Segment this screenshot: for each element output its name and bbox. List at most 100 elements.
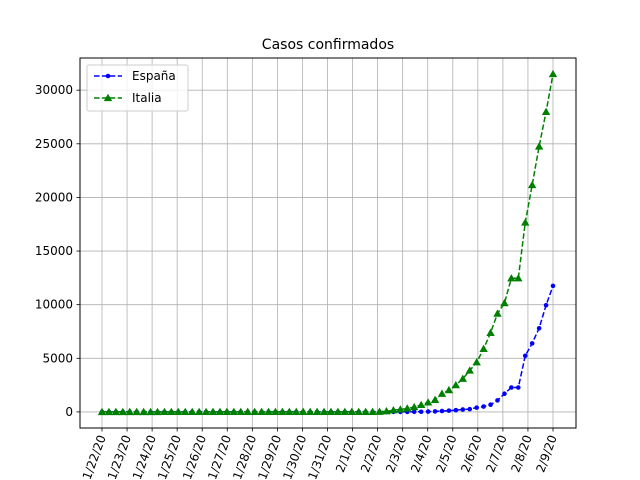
data-point bbox=[285, 407, 294, 416]
data-point bbox=[493, 309, 502, 317]
data-point bbox=[521, 218, 530, 226]
legend-marker bbox=[105, 73, 111, 79]
data-point bbox=[305, 407, 315, 416]
data-point bbox=[453, 407, 459, 413]
data-point bbox=[146, 407, 155, 416]
data-point bbox=[488, 402, 493, 407]
data-point bbox=[396, 405, 405, 413]
data-point bbox=[194, 407, 204, 416]
data-point bbox=[174, 407, 183, 416]
data-point bbox=[541, 107, 551, 115]
data-point bbox=[437, 389, 447, 397]
data-point bbox=[536, 325, 542, 331]
data-point bbox=[271, 407, 280, 416]
data-point bbox=[550, 283, 556, 289]
data-point bbox=[416, 400, 426, 409]
data-point bbox=[333, 407, 343, 416]
data-point bbox=[479, 344, 488, 352]
data-point bbox=[425, 409, 431, 414]
data-point bbox=[389, 406, 398, 414]
y-tick-label: 15000 bbox=[35, 244, 73, 258]
data-point bbox=[375, 407, 384, 415]
data-point bbox=[458, 374, 467, 382]
data-point bbox=[446, 408, 452, 413]
data-point bbox=[104, 407, 114, 416]
data-point bbox=[299, 407, 308, 416]
data-point bbox=[361, 407, 370, 416]
data-point bbox=[236, 407, 245, 416]
data-point bbox=[382, 407, 391, 415]
data-point bbox=[444, 385, 454, 394]
y-tick-label: 0 bbox=[65, 405, 73, 419]
data-point bbox=[181, 407, 190, 416]
data-point bbox=[354, 407, 363, 416]
data-point bbox=[502, 391, 507, 397]
data-point bbox=[160, 407, 169, 416]
data-point bbox=[403, 404, 412, 412]
data-point bbox=[167, 407, 176, 416]
data-point bbox=[507, 274, 516, 282]
legend-item: Italia bbox=[94, 91, 162, 105]
legend-marker bbox=[103, 93, 113, 102]
data-point bbox=[410, 402, 419, 411]
plot-frame bbox=[79, 57, 577, 429]
data-point bbox=[118, 407, 128, 416]
data-point bbox=[347, 407, 356, 416]
series-layer bbox=[97, 69, 558, 416]
data-point bbox=[326, 407, 336, 416]
data-point bbox=[111, 407, 121, 416]
data-point bbox=[153, 407, 162, 416]
data-point bbox=[527, 180, 537, 189]
data-point bbox=[472, 357, 481, 366]
legend-label: Italia bbox=[132, 91, 162, 105]
data-point bbox=[278, 407, 287, 416]
data-point bbox=[201, 407, 211, 416]
data-point bbox=[292, 407, 301, 416]
y-tick-label: 10000 bbox=[35, 298, 73, 312]
data-point bbox=[548, 69, 558, 78]
data-point bbox=[257, 407, 266, 416]
y-tick-label: 25000 bbox=[35, 137, 73, 151]
data-point bbox=[312, 407, 322, 416]
data-point bbox=[509, 385, 514, 390]
data-point bbox=[465, 366, 474, 374]
data-point bbox=[534, 142, 544, 150]
data-point bbox=[522, 353, 528, 359]
data-point bbox=[529, 341, 535, 346]
data-point bbox=[423, 398, 433, 406]
data-point bbox=[229, 407, 239, 416]
data-point bbox=[451, 380, 461, 389]
data-point bbox=[215, 407, 225, 416]
data-point bbox=[486, 328, 495, 336]
data-point bbox=[460, 407, 466, 412]
y-tick-label: 20000 bbox=[35, 190, 73, 204]
data-point bbox=[432, 409, 438, 414]
data-point bbox=[474, 405, 479, 410]
data-point bbox=[243, 407, 252, 416]
data-point bbox=[495, 398, 500, 403]
data-point bbox=[516, 385, 521, 390]
series-1 bbox=[97, 69, 558, 416]
data-point bbox=[319, 407, 329, 416]
data-point bbox=[222, 407, 232, 416]
legend-item: España bbox=[94, 69, 176, 83]
data-point bbox=[481, 404, 486, 409]
legend: España Italia bbox=[86, 64, 189, 112]
data-point bbox=[188, 407, 197, 416]
data-point bbox=[439, 408, 445, 414]
grid bbox=[80, 58, 576, 428]
data-point bbox=[418, 409, 424, 415]
data-point bbox=[411, 409, 417, 415]
y-tick-label: 30000 bbox=[35, 83, 73, 97]
data-point bbox=[132, 407, 141, 416]
data-point bbox=[368, 407, 377, 416]
data-point bbox=[500, 298, 509, 307]
data-point bbox=[514, 274, 523, 282]
data-point bbox=[543, 302, 549, 308]
data-point bbox=[430, 395, 440, 403]
data-point bbox=[125, 407, 134, 416]
data-point bbox=[264, 407, 273, 416]
data-point bbox=[139, 407, 148, 416]
data-point bbox=[467, 406, 473, 412]
